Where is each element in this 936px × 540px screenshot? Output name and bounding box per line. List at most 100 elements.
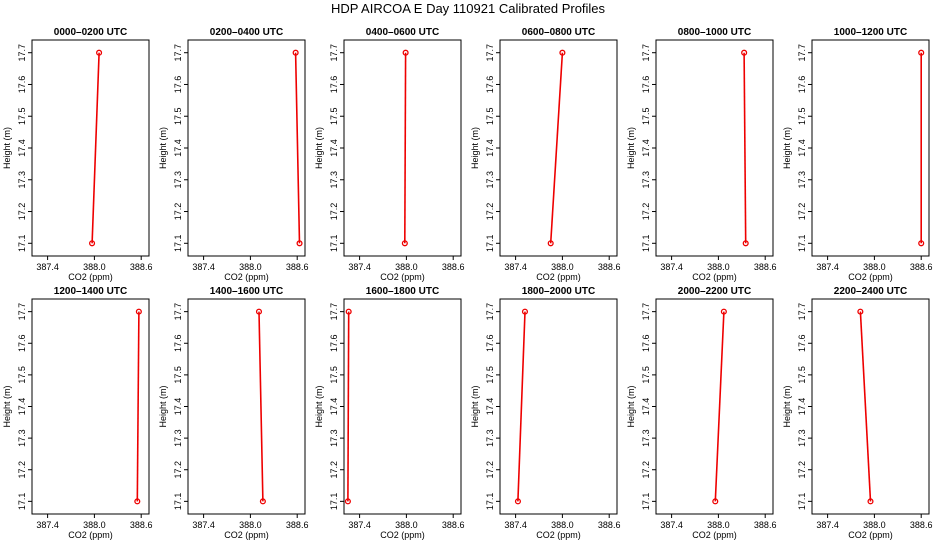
panel-title: 0000–0200 UTC	[54, 27, 127, 38]
y-tick-label: 17.2	[797, 203, 807, 221]
profile-line	[517, 311, 526, 502]
y-tick-label: 17.2	[17, 203, 27, 221]
y-tick-label: 17.4	[485, 139, 495, 157]
plot-frame	[811, 298, 930, 515]
y-tick-label: 17.5	[17, 366, 27, 384]
data-point	[296, 240, 303, 247]
y-tick-label: 17.5	[797, 366, 807, 384]
y-tick-label: 17.5	[173, 366, 183, 384]
profile-panel: 1000–1200 UTC 387.4 388.0 388.6 CO2 (ppm) 17.…	[782, 27, 932, 282]
y-tick-label: 17.6	[485, 334, 495, 352]
y-tick-label: 17.4	[797, 398, 807, 416]
data-point	[867, 498, 874, 505]
y-tick-label: 17.6	[797, 76, 807, 94]
x-tick-label: 388.0	[239, 520, 262, 530]
x-tick-label: 388.0	[707, 520, 730, 530]
y-tick-label: 17.4	[641, 398, 651, 416]
y-tick-label: 17.3	[173, 429, 183, 447]
x-tick-label: 388.6	[442, 262, 465, 272]
y-tick-label: 17.1	[329, 235, 339, 253]
y-tick-label: 17.1	[173, 235, 183, 253]
panel-title: 1400–1600 UTC	[210, 286, 283, 297]
y-tick-label: 17.6	[17, 76, 27, 94]
y-tick-label: 17.5	[485, 107, 495, 125]
profile-panel: 2000–2200 UTC 387.4 388.0 388.6 CO2 (ppm) 17.…	[626, 286, 776, 540]
data-point	[720, 308, 727, 315]
y-tick-label: 17.3	[173, 171, 183, 189]
data-point	[344, 498, 351, 505]
y-tick-label: 17.6	[329, 76, 339, 94]
y-tick-label: 17.6	[797, 334, 807, 352]
x-tick-label: 387.4	[36, 262, 59, 272]
data-point	[401, 240, 408, 247]
y-tick-label: 17.6	[641, 334, 651, 352]
y-tick-label: 17.6	[329, 334, 339, 352]
y-axis-label: Height (m)	[470, 127, 480, 169]
y-tick-label: 17.7	[797, 44, 807, 62]
y-tick-label: 17.4	[641, 139, 651, 157]
y-tick-label: 17.4	[797, 139, 807, 157]
y-axis-label: Height (m)	[314, 385, 324, 427]
x-tick-label: 387.4	[348, 520, 371, 530]
y-tick-label: 17.6	[17, 334, 27, 352]
data-point	[741, 49, 748, 56]
x-tick-label: 388.6	[598, 520, 621, 530]
y-tick-label: 17.4	[329, 139, 339, 157]
x-tick-label: 387.4	[816, 520, 839, 530]
x-tick-label: 388.6	[130, 262, 153, 272]
y-axis-label: Height (m)	[782, 127, 792, 169]
y-tick-label: 17.6	[173, 334, 183, 352]
y-tick-label: 17.4	[173, 398, 183, 416]
x-axis-label: CO2 (ppm)	[68, 530, 113, 540]
data-point	[712, 498, 719, 505]
y-tick-label: 17.5	[641, 366, 651, 384]
y-tick-label: 17.2	[329, 203, 339, 221]
profile-panel: 0200–0400 UTC 387.4 388.0 388.6 CO2 (ppm) 17.…	[158, 27, 308, 282]
y-tick-label: 17.1	[485, 493, 495, 511]
y-tick-label: 17.1	[329, 493, 339, 511]
data-point	[134, 498, 141, 505]
data-point	[559, 49, 566, 56]
x-tick-label: 388.0	[551, 262, 574, 272]
y-tick-label: 17.6	[485, 76, 495, 94]
x-axis-label: CO2 (ppm)	[224, 272, 269, 282]
x-axis-label: CO2 (ppm)	[692, 272, 737, 282]
profile-line	[258, 311, 264, 502]
y-tick-label: 17.3	[641, 429, 651, 447]
y-tick-label: 17.3	[17, 171, 27, 189]
panel-title: 0200–0400 UTC	[210, 27, 283, 38]
y-tick-label: 17.5	[329, 366, 339, 384]
y-tick-label: 17.7	[17, 44, 27, 62]
profile-panel: 1200–1400 UTC 387.4 388.0 388.6 CO2 (ppm) 17.…	[2, 286, 152, 540]
data-point	[547, 240, 554, 247]
x-axis-label: CO2 (ppm)	[536, 272, 581, 282]
y-tick-label: 17.1	[797, 235, 807, 253]
x-tick-label: 388.6	[130, 520, 153, 530]
x-tick-label: 388.0	[395, 520, 418, 530]
panel-title: 0800–1000 UTC	[678, 27, 751, 38]
y-tick-label: 17.1	[173, 493, 183, 511]
x-axis-label: CO2 (ppm)	[848, 530, 893, 540]
profile-line	[294, 52, 301, 244]
x-axis-label: CO2 (ppm)	[380, 272, 425, 282]
panel-title: 1600–1800 UTC	[366, 286, 439, 297]
data-point	[89, 240, 96, 247]
profile-line	[403, 52, 407, 244]
y-axis-label: Height (m)	[626, 385, 636, 427]
x-tick-label: 387.4	[504, 262, 527, 272]
x-axis-label: CO2 (ppm)	[224, 530, 269, 540]
x-tick-label: 387.4	[816, 262, 839, 272]
y-tick-label: 17.3	[329, 429, 339, 447]
y-tick-label: 17.1	[17, 493, 27, 511]
x-tick-label: 388.6	[910, 262, 933, 272]
x-tick-label: 388.6	[442, 520, 465, 530]
y-tick-label: 17.7	[641, 44, 651, 62]
y-tick-label: 17.5	[641, 107, 651, 125]
profile-panel: 0600–0800 UTC 387.4 388.0 388.6 CO2 (ppm) 17.…	[470, 27, 620, 282]
y-tick-label: 17.1	[485, 235, 495, 253]
y-axis-label: Height (m)	[626, 127, 636, 169]
data-point	[857, 308, 864, 315]
page-title: HDP AIRCOA E Day 110921 Calibrated Profi…	[330, 1, 606, 16]
y-tick-label: 17.2	[797, 461, 807, 479]
